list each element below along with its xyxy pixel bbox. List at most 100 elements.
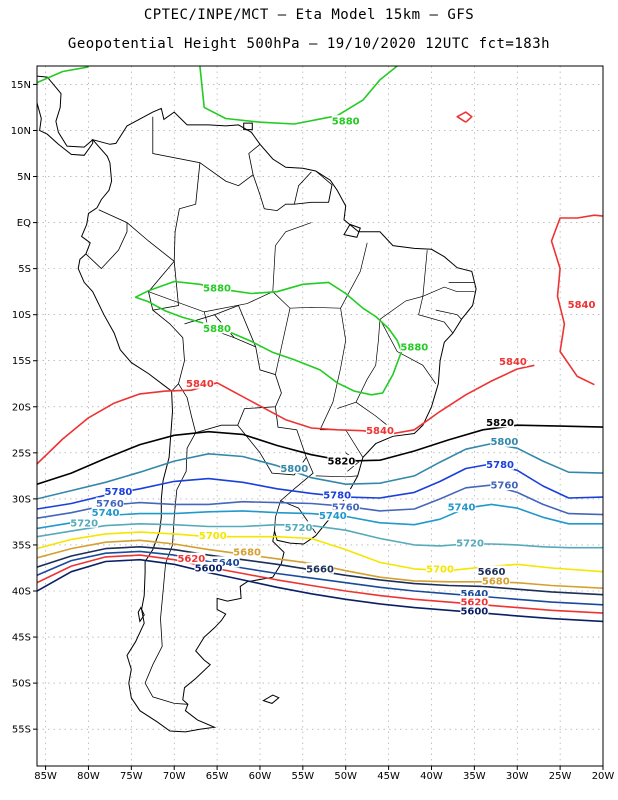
lon-tick-label: 60W: [249, 771, 272, 782]
lon-tick-label: 35W: [463, 771, 486, 782]
lat-tick-label: 10N: [11, 126, 31, 137]
contour-label-5680: 5680: [482, 576, 510, 587]
contour-label-bg: [460, 587, 489, 599]
lat-tick-label: 5N: [17, 172, 31, 183]
state-border: [275, 308, 291, 375]
contour-label-5720: 5720: [285, 523, 313, 534]
lat-tick-label: 15N: [11, 80, 31, 91]
contour-label-bg: [481, 574, 510, 586]
contour-label-bg: [456, 537, 485, 549]
contour-label-5740: 5740: [448, 503, 476, 514]
contour-label-bg: [331, 501, 360, 513]
lat-tick-label: 10S: [12, 310, 31, 321]
state-border: [337, 319, 381, 409]
coastlines: [37, 75, 477, 733]
contour-label-bg: [426, 562, 455, 574]
contour-label-5760: 5760: [332, 503, 360, 514]
lon-tick-label: 70W: [163, 771, 186, 782]
contour-label-bg: [447, 501, 476, 513]
lat-tick-label: 5S: [18, 264, 31, 275]
contour-label-bg: [185, 377, 214, 389]
contour-label-5600: 5600: [195, 563, 223, 574]
country-border: [315, 170, 333, 203]
lat-tick-label: 50S: [12, 679, 31, 690]
contour-line-5800: [37, 442, 603, 500]
contour-label-bg: [306, 562, 334, 574]
contour-label-5880: 5880: [203, 324, 231, 335]
state-border: [435, 309, 462, 320]
contour-line-5720: [37, 523, 603, 549]
country-border: [274, 500, 281, 532]
contour-label-bg: [203, 322, 232, 334]
state-border: [418, 296, 454, 334]
contour-label-bg: [211, 556, 240, 568]
contour-label-bg: [477, 565, 506, 577]
contour-label-bg: [177, 552, 206, 564]
contour-label-bg: [323, 489, 352, 501]
contour-label-bg: [490, 479, 519, 490]
state-border: [315, 475, 358, 478]
contour-label-bg: [331, 115, 360, 127]
contour-label-5880: 5880: [203, 283, 231, 294]
contour-line-5880: [199, 66, 398, 125]
contour-label-bg: [498, 355, 527, 367]
contour-label-5780: 5780: [105, 487, 133, 498]
lat-tick-label: 35S: [12, 540, 31, 551]
state-border: [379, 319, 437, 385]
contour-label-5880: 5880: [332, 117, 360, 128]
contour-label-5700: 5700: [199, 531, 227, 542]
contour-label-5740: 5740: [319, 511, 347, 522]
contour-label-5600: 5600: [460, 607, 488, 618]
island-coastline: [343, 223, 361, 238]
country-border: [85, 222, 128, 270]
contour-label-bg: [400, 340, 429, 352]
lat-tick-label: 30S: [12, 494, 31, 505]
contour-label-bg: [203, 281, 232, 293]
contour-label-bg: [194, 561, 223, 573]
contour-label-bg: [318, 509, 347, 521]
contour-labels: 5880 5880 5880 5880 5840 5840 5840 5840 5820 5820…: [70, 115, 596, 618]
contour-label-bg: [284, 521, 313, 533]
lat-tick-label: 55S: [12, 725, 31, 736]
central-america-coastline: [37, 75, 94, 148]
country-border: [184, 314, 282, 433]
lon-tick-label: 30W: [506, 771, 529, 782]
lon-tick-label: 25W: [549, 771, 572, 782]
country-border: [144, 432, 197, 705]
contour-label-5640: 5640: [460, 589, 488, 600]
lat-tick-label: 45S: [12, 633, 31, 644]
contour-label-5740: 5740: [92, 508, 120, 519]
contour-label-5620: 5620: [177, 554, 205, 565]
contour-line-5840: [550, 214, 603, 386]
contour-label-5840: 5840: [499, 357, 527, 368]
contour-label-5720: 5720: [70, 518, 98, 529]
contour-label-5820: 5820: [328, 457, 356, 468]
contour-label-bg: [91, 506, 120, 518]
state-border: [422, 286, 475, 297]
state-border: [319, 308, 347, 430]
contour-label-5680: 5680: [233, 548, 261, 559]
state-border: [272, 222, 312, 292]
contour-line-5600: [37, 558, 603, 623]
country-border: [293, 171, 312, 205]
contour-label-5800: 5800: [490, 437, 518, 448]
contour-label-bg: [486, 458, 515, 470]
contour-label-5660: 5660: [478, 567, 506, 578]
contour-label-bg: [327, 455, 356, 467]
contour-label-bg: [490, 435, 519, 447]
contour-label-bg: [460, 595, 489, 607]
contour-label-5780: 5780: [323, 491, 351, 502]
chart-title-line1: CPTEC/INPE/MCT – Eta Model 15km – GFS: [143, 7, 475, 23]
plot-frame: [36, 65, 604, 767]
island-coastline: [137, 606, 145, 623]
lon-tick-label: 45W: [377, 771, 400, 782]
lon-tick-label: 50W: [334, 771, 357, 782]
contour-label-5660: 5660: [306, 564, 334, 575]
country-border: [252, 174, 333, 212]
lat-tick-label: 20S: [12, 402, 31, 413]
lon-tick-label: 40W: [420, 771, 443, 782]
south-america-coastline: [77, 107, 477, 733]
contour-line-5840: [37, 364, 535, 465]
contour-label-5840: 5840: [366, 426, 394, 437]
